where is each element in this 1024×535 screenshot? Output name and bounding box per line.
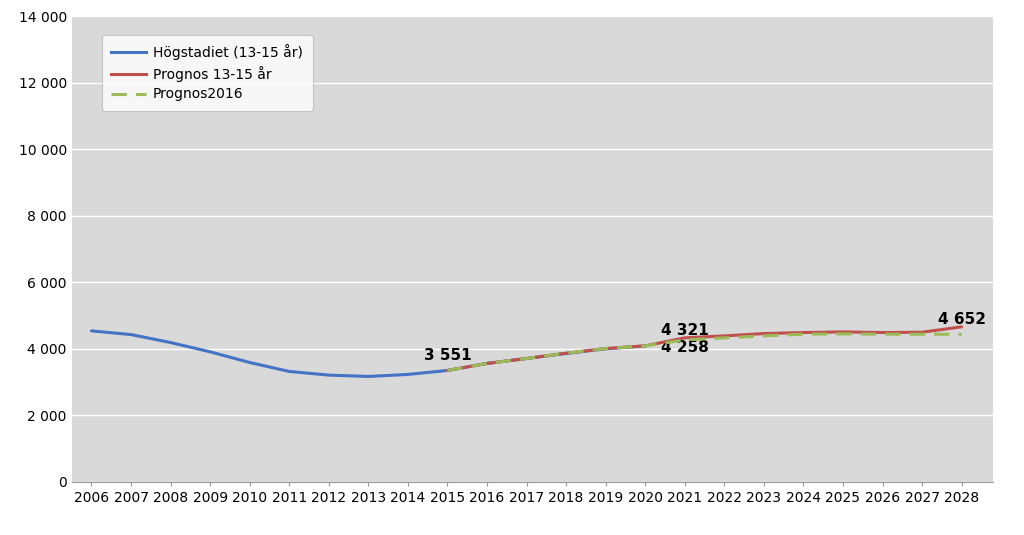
Legend: Högstadiet (13-15 år), Prognos 13-15 år, Prognos2016: Högstadiet (13-15 år), Prognos 13-15 år,… bbox=[101, 35, 312, 111]
Text: 4 321: 4 321 bbox=[660, 323, 709, 338]
Text: 3 551: 3 551 bbox=[424, 348, 471, 363]
Text: 4 258: 4 258 bbox=[660, 340, 709, 355]
Text: 4 652: 4 652 bbox=[938, 312, 986, 327]
